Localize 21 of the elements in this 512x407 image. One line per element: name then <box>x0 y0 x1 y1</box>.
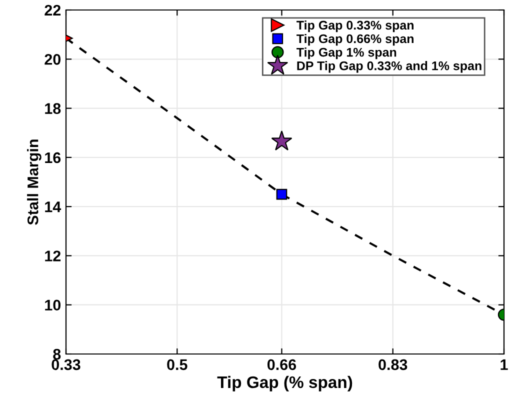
x-tick-label: 0.66 <box>267 359 296 370</box>
x-tick-label: 0.33 <box>52 359 80 370</box>
y-tick-label: 8 <box>53 348 61 360</box>
legend-label: Tip Gap 0.33% span <box>296 20 414 32</box>
point <box>276 188 288 200</box>
y-tick-label: 22 <box>44 4 61 16</box>
y-tick-label: 14 <box>45 202 62 212</box>
y-tick-label: 16 <box>45 152 61 164</box>
x-tick-label: 1 <box>500 359 508 370</box>
y-tick-label: 18 <box>45 103 61 114</box>
legend-label: DP Tip Gap 0.33% and 1% span <box>297 61 482 73</box>
x-axis-title: Tip Gap (% span) <box>217 376 352 392</box>
point <box>271 130 292 150</box>
y-tick-label: 12 <box>45 250 61 262</box>
legend-label: Tip Gap 1% span <box>296 48 396 60</box>
x-tick-label: 0.5 <box>167 359 188 370</box>
legend-label: Tip Gap 0.66% span <box>296 34 414 46</box>
y-tick-label: 10 <box>45 300 61 311</box>
x-tick-label: 0.83 <box>378 359 408 370</box>
y-tick-label: 20 <box>44 54 61 65</box>
y-axis-title: Stall Margin <box>27 140 42 225</box>
